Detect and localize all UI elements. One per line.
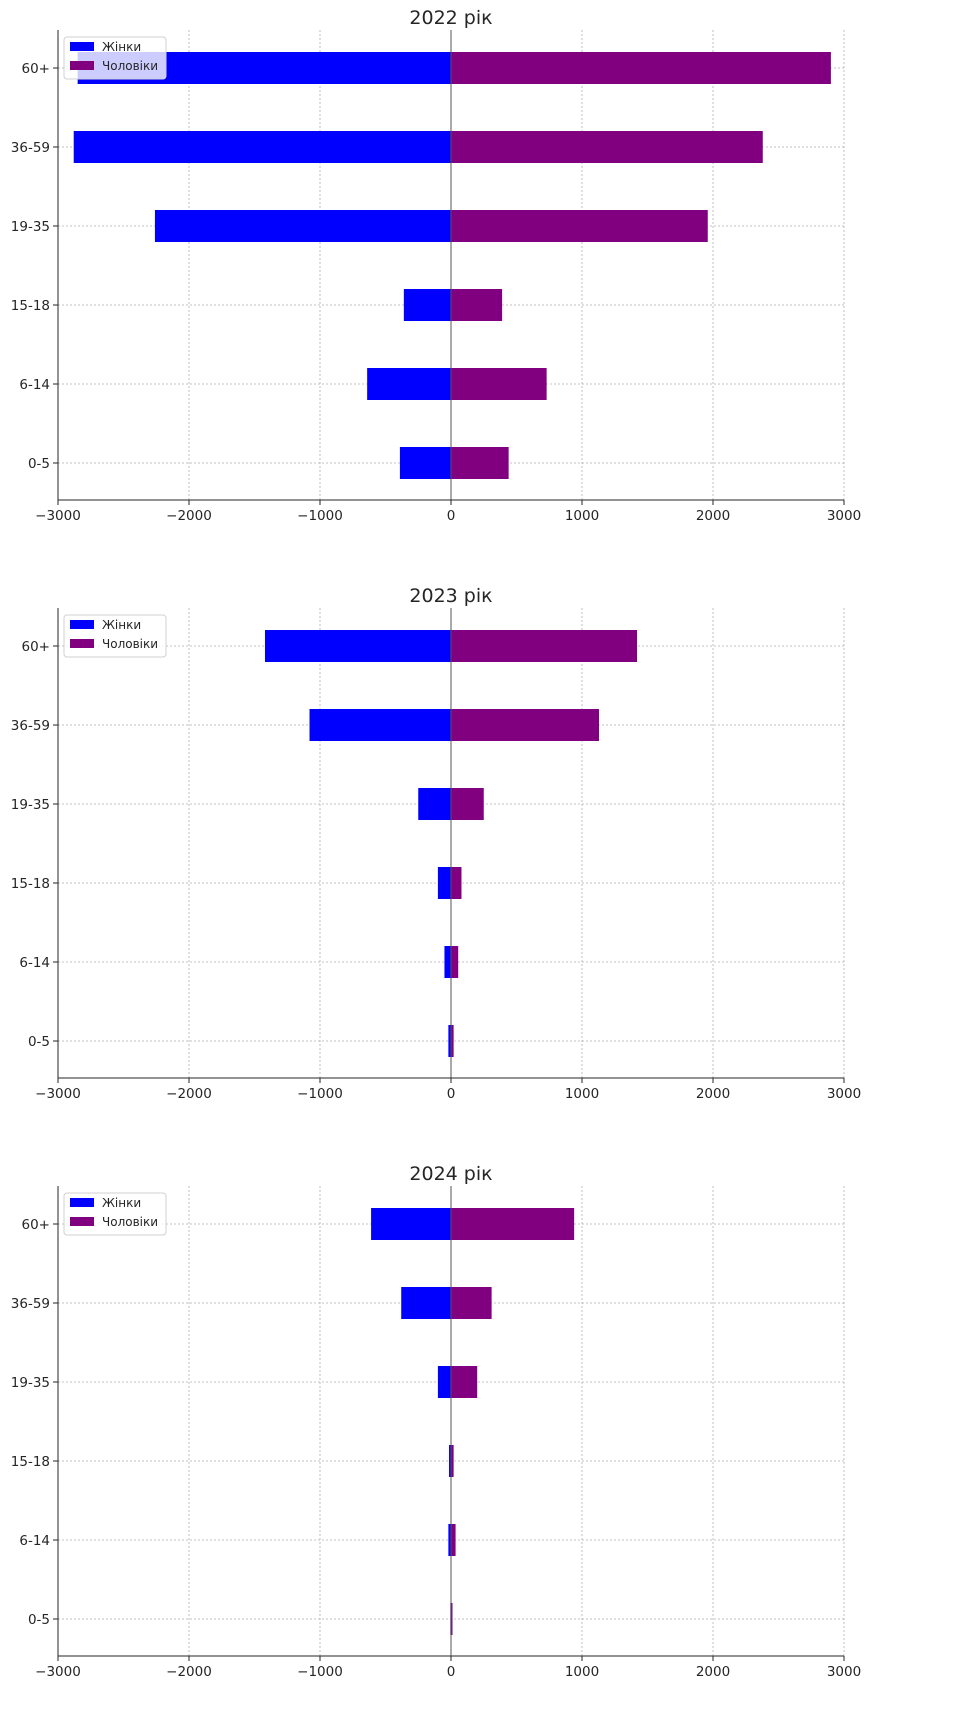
legend-label: Жінки	[102, 1196, 141, 1210]
bar-men	[451, 368, 547, 400]
chart-panel-2: 2023 рік −3000 −2000 −1000 0 1000 2000 3000 0-5 6…	[0, 578, 962, 1156]
x-tick-label: 3000	[827, 1664, 861, 1680]
bar-women	[437, 1366, 451, 1398]
legend: Жінки Чоловіки	[63, 1192, 167, 1236]
x-tick-label: 2000	[696, 1086, 730, 1102]
bar-men	[451, 1603, 453, 1635]
legend-swatch	[70, 1217, 94, 1226]
bar-men	[451, 131, 763, 163]
y-tick-label: 6-14	[19, 955, 50, 971]
y-tick-label: 19-35	[11, 219, 50, 235]
y-tick-label: 36-59	[11, 140, 50, 156]
y-tick-label: 0-5	[28, 456, 50, 472]
chart-svg: 2024 рік −3000 −2000 −1000 0 1000 2000 3000 0-5 6…	[11, 1163, 861, 1680]
bar-women	[264, 630, 451, 662]
bar-women	[449, 1445, 451, 1477]
bar-men	[451, 447, 509, 479]
bar-men	[451, 867, 462, 899]
x-tick-label: −1000	[297, 1086, 343, 1102]
bar-women	[371, 1208, 451, 1240]
legend-label: Чоловіки	[102, 59, 158, 73]
bar-women	[73, 131, 451, 163]
x-tick-label: 2000	[696, 508, 730, 524]
x-tick-label: 1000	[565, 1086, 599, 1102]
legend: Жінки Чоловіки	[63, 36, 167, 80]
x-tick-label: −3000	[35, 1664, 81, 1680]
y-tick-label: 6-14	[19, 377, 50, 393]
legend-swatch	[70, 42, 94, 51]
y-tick-label: 60+	[22, 639, 51, 655]
x-tick-label: 0	[447, 1086, 456, 1102]
bar-men	[451, 1366, 478, 1398]
x-tick-label: 3000	[827, 508, 861, 524]
x-tick-label: −1000	[297, 1664, 343, 1680]
y-tick-label: 19-35	[11, 1375, 50, 1391]
bar-men	[451, 210, 708, 242]
y-tick-label: 15-18	[11, 1454, 50, 1470]
bar-women	[309, 709, 451, 741]
x-tick-label: −1000	[297, 508, 343, 524]
bar-women	[444, 946, 451, 978]
x-tick-label: −2000	[166, 1664, 212, 1680]
chart-svg: 2023 рік −3000 −2000 −1000 0 1000 2000 3000 0-5 6…	[11, 585, 861, 1102]
bar-men	[451, 709, 600, 741]
x-tick-label: 0	[447, 1664, 456, 1680]
chart-panel-1: 2022 рік −3000 −2000 −1000 0 1000 2000 3000 0-5 6…	[0, 0, 962, 578]
legend: Жінки Чоловіки	[63, 614, 167, 658]
chart-svg: 2022 рік −3000 −2000 −1000 0 1000 2000 3000 0-5 6…	[11, 7, 861, 524]
x-tick-label: 1000	[565, 508, 599, 524]
y-tick-label: 19-35	[11, 797, 50, 813]
x-tick-label: 2000	[696, 1664, 730, 1680]
legend-swatch	[70, 1198, 94, 1207]
bar-women	[401, 1287, 451, 1319]
bar-women	[437, 867, 451, 899]
x-tick-label: −2000	[166, 1086, 212, 1102]
chart-title: 2023 рік	[409, 585, 492, 607]
bar-men	[451, 788, 484, 820]
bar-women	[399, 447, 451, 479]
y-tick-label: 60+	[22, 1217, 51, 1233]
bar-men	[451, 1287, 492, 1319]
bar-women	[367, 368, 451, 400]
y-tick-label: 60+	[22, 61, 51, 77]
y-tick-label: 0-5	[28, 1034, 50, 1050]
y-tick-label: 15-18	[11, 298, 50, 314]
bar-men	[451, 1208, 575, 1240]
bar-men	[451, 52, 831, 84]
y-tick-label: 15-18	[11, 876, 50, 892]
legend-swatch	[70, 639, 94, 648]
legend-label: Жінки	[102, 618, 141, 632]
legend-label: Чоловіки	[102, 1215, 158, 1229]
legend-swatch	[70, 61, 94, 70]
bar-women	[448, 1025, 451, 1057]
bar-men	[451, 289, 503, 321]
x-tick-label: 1000	[565, 1664, 599, 1680]
x-tick-label: −3000	[35, 508, 81, 524]
bar-men	[451, 1025, 454, 1057]
bar-women	[154, 210, 451, 242]
legend-label: Чоловіки	[102, 637, 158, 651]
bar-men	[451, 1445, 454, 1477]
x-tick-label: 3000	[827, 1086, 861, 1102]
y-tick-label: 36-59	[11, 1296, 50, 1312]
x-tick-label: −3000	[35, 1086, 81, 1102]
legend-swatch	[70, 620, 94, 629]
y-tick-label: 6-14	[19, 1533, 50, 1549]
bar-women	[403, 289, 451, 321]
bar-men	[451, 946, 459, 978]
bar-men	[451, 630, 638, 662]
x-tick-label: −2000	[166, 508, 212, 524]
legend-label: Жінки	[102, 40, 141, 54]
y-tick-label: 0-5	[28, 1612, 50, 1628]
chart-title: 2022 рік	[409, 7, 492, 29]
bar-women	[418, 788, 451, 820]
x-tick-label: 0	[447, 508, 456, 524]
chart-title: 2024 рік	[409, 1163, 492, 1185]
bar-women	[448, 1524, 451, 1556]
chart-panel-3: 2024 рік −3000 −2000 −1000 0 1000 2000 3000 0-5 6…	[0, 1156, 962, 1734]
y-tick-label: 36-59	[11, 718, 50, 734]
bar-men	[451, 1524, 456, 1556]
